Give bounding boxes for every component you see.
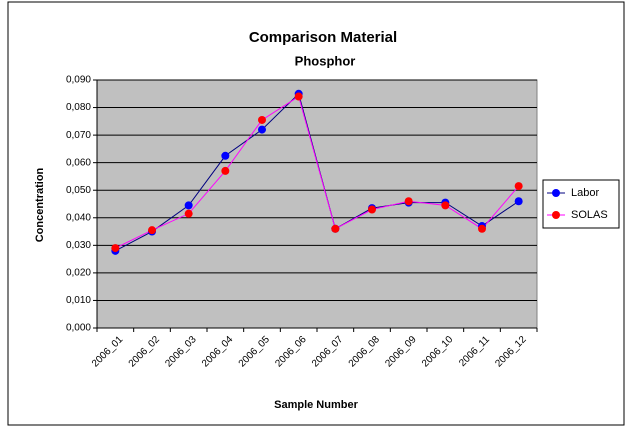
y-tick-label: 0,070 (66, 130, 91, 141)
y-tick-label: 0,050 (66, 185, 91, 196)
legend-marker (552, 211, 560, 219)
chart-subtitle: Phosphor (295, 53, 356, 68)
y-tick-label: 0,040 (66, 212, 91, 223)
y-tick-label: 0,020 (66, 268, 91, 279)
series-line (115, 95, 520, 249)
data-point (514, 182, 523, 191)
data-point (404, 197, 413, 206)
data-point (331, 224, 340, 233)
data-point (294, 92, 303, 101)
y-tick-label: 0,000 (66, 323, 91, 334)
data-point (184, 209, 193, 218)
data-point (111, 244, 120, 253)
data-point (514, 197, 523, 206)
data-point (368, 205, 376, 214)
legend-label: Labor (571, 187, 599, 199)
data-point (258, 115, 266, 124)
y-tick-label: 0,090 (66, 75, 91, 86)
legend-label: SOLAS (571, 209, 608, 221)
y-tick-label: 0,060 (66, 157, 91, 168)
data-point (258, 125, 266, 134)
data-point (221, 151, 230, 160)
legend-box (542, 179, 620, 229)
legend-marker (552, 189, 560, 197)
x-axis-title: Sample Number (274, 399, 358, 411)
y-tick-label: 0,010 (66, 295, 91, 306)
data-point (441, 201, 450, 210)
data-point (148, 226, 156, 235)
y-axis-title: Concentration (34, 167, 46, 242)
chart-title: Comparison Material (249, 29, 397, 46)
y-tick-label: 0,030 (66, 240, 91, 251)
data-point (478, 224, 486, 233)
y-tick-label: 0,080 (66, 102, 91, 113)
data-point (184, 201, 193, 210)
data-point (221, 166, 230, 175)
plot-area (96, 79, 538, 329)
